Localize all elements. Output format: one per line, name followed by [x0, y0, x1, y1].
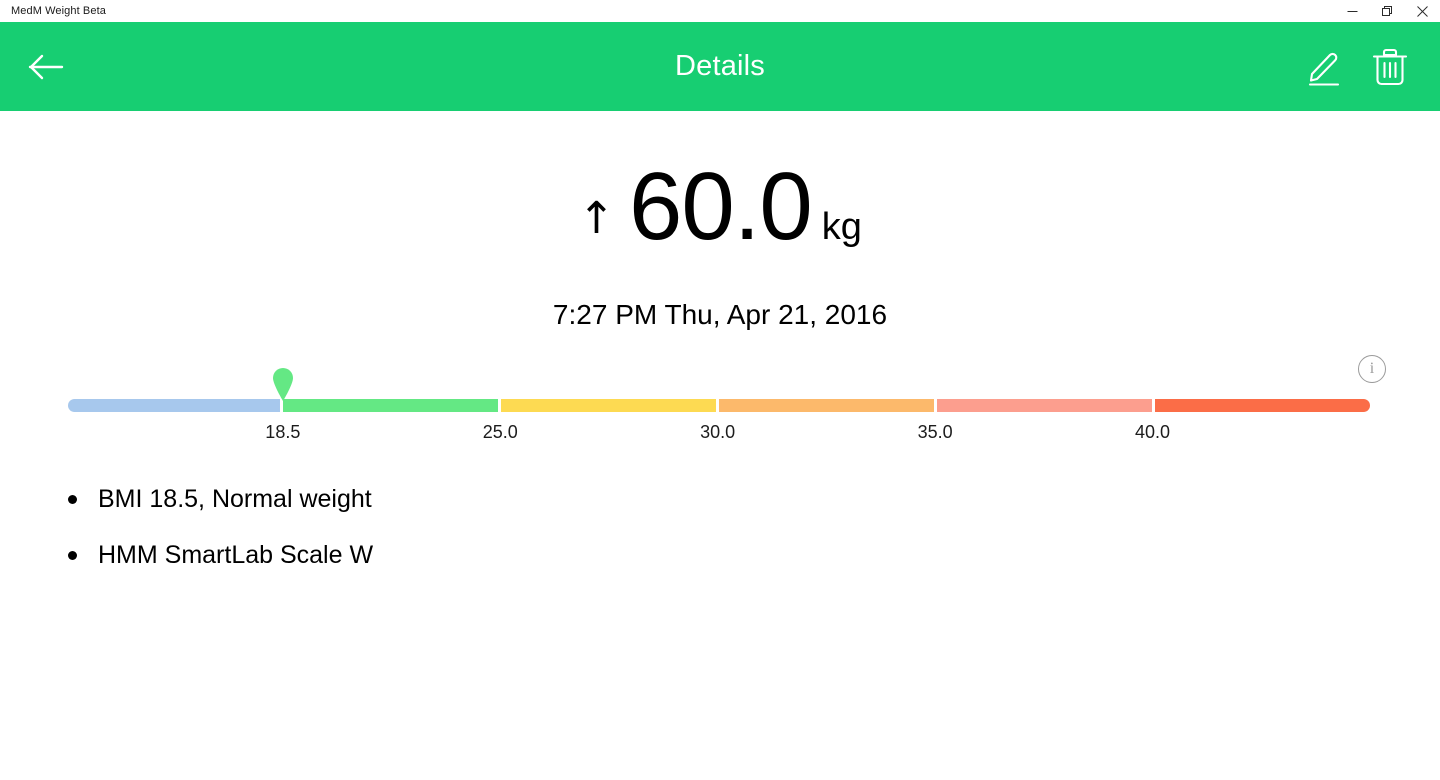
close-icon	[1417, 5, 1428, 17]
bmi-tick-label-0: 18.5	[265, 422, 301, 442]
close-button[interactable]	[1405, 0, 1440, 22]
restore-button[interactable]	[1370, 0, 1405, 22]
window-title: MedM Weight Beta	[11, 5, 106, 17]
trend-up-icon: ↑	[578, 193, 615, 244]
minimize-icon	[1347, 10, 1358, 12]
bmi-segment-2	[501, 399, 717, 412]
edit-button[interactable]	[1304, 46, 1344, 88]
info-icon[interactable]: i	[1358, 355, 1386, 383]
window-titlebar: MedM Weight Beta	[0, 0, 1440, 22]
bmi-segment-0	[68, 399, 281, 412]
back-arrow-icon	[28, 54, 64, 79]
weight-value: 60.0	[628, 153, 813, 260]
delete-button[interactable]	[1370, 46, 1410, 88]
reading-timestamp: 7:27 PM Thu, Apr 21, 2016	[552, 299, 888, 330]
bullet-icon	[68, 494, 77, 504]
bmi-segment-3	[719, 399, 935, 412]
weight-reading: ↑ 60.0 kg	[0, 159, 1440, 255]
list-item-label: HMM SmartLab Scale W	[98, 540, 374, 569]
bmi-segment-5	[1155, 399, 1370, 412]
list-item-label: BMI 18.5, Normal weight	[98, 484, 372, 513]
bmi-scale-track	[68, 399, 1370, 412]
restore-icon	[1382, 5, 1392, 16]
bmi-tick-label-3: 35.0	[917, 422, 953, 442]
bullet-icon	[68, 550, 77, 560]
bmi-segment-4	[937, 399, 1153, 412]
bmi-segment-1	[283, 399, 499, 412]
minimize-button[interactable]	[1335, 0, 1370, 22]
bmi-marker-pin-icon	[272, 367, 294, 401]
pencil-icon	[1308, 52, 1340, 86]
trash-icon	[1372, 48, 1408, 85]
window-controls	[1335, 0, 1440, 22]
page-title: Details	[674, 50, 766, 82]
bmi-tick-label-1: 25.0	[482, 422, 518, 442]
details-fact-list: BMI 18.5, Normal weight HMM SmartLab Scal…	[0, 471, 1440, 583]
bmi-scale-ticks: 18.5 25.0 30.0 35.0 40.0	[68, 422, 1370, 448]
app-header-bar: Details	[0, 22, 1440, 111]
bmi-tick-label-4: 40.0	[1135, 422, 1171, 442]
back-button[interactable]	[26, 47, 66, 87]
list-item: BMI 18.5, Normal weight	[68, 471, 1440, 527]
bmi-scale: i 18.5 25.0 30.0 35.0 40.0	[0, 355, 1440, 451]
weight-unit: kg	[821, 206, 862, 248]
details-content: ↑ 60.0 kg 7:27 PM Thu, Apr 21, 2016 i 18…	[0, 159, 1440, 780]
header-actions	[1304, 46, 1410, 88]
bmi-tick-label-2: 30.0	[700, 422, 736, 442]
list-item: HMM SmartLab Scale W	[68, 527, 1440, 583]
